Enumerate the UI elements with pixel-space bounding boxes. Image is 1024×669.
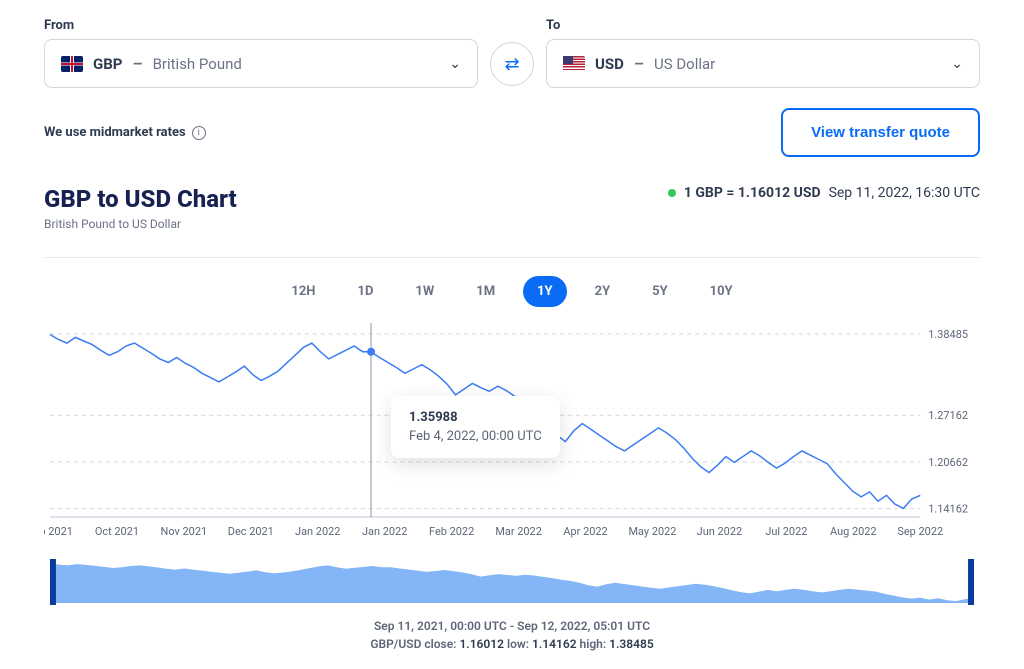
chevron-down-icon: ⌄ [449,56,461,72]
svg-text:Aug 2022: Aug 2022 [830,525,877,538]
navigator[interactable] [44,559,980,605]
to-currency-name: US Dollar [654,55,715,73]
svg-text:Jul 2022: Jul 2022 [765,525,807,538]
dash: – [132,54,142,73]
low-value: 1.14162 [532,637,577,651]
svg-text:1.14162: 1.14162 [928,503,968,516]
info-row: We use midmarket rates i View transfer q… [44,108,980,157]
divider [44,257,980,258]
to-currency-block: To USD – US Dollar ⌄ [546,18,980,88]
svg-text:1.38485: 1.38485 [928,328,968,341]
high-value: 1.38485 [609,637,654,651]
from-currency-code: GBP [93,55,122,73]
chart-subtitle: British Pound to US Dollar [44,217,237,231]
swap-icon: ⇄ [504,54,519,75]
live-dot-icon [668,189,676,197]
low-label: low: [507,637,529,651]
svg-text:Jun 2022: Jun 2022 [697,525,742,538]
svg-text:Oct 2021: Oct 2021 [95,525,139,538]
rate-lhs: 1 GBP [684,185,723,201]
rate-rhs: 1.16012 USD [738,185,821,201]
range-tab-1y[interactable]: 1Y [523,276,567,307]
svg-text:1.27162: 1.27162 [928,409,968,422]
to-currency-code: USD [595,55,624,73]
svg-text:Sep 2021: Sep 2021 [44,525,73,538]
midmarket-text: We use midmarket rates [44,125,186,140]
svg-text:Jan 2022: Jan 2022 [362,525,407,538]
range-tab-12h[interactable]: 12H [277,276,329,307]
svg-text:Sep 2022: Sep 2022 [897,525,943,538]
rate-op: = [726,185,734,201]
chevron-down-icon: ⌄ [951,56,963,72]
from-currency-block: From GBP – British Pound ⌄ [44,18,478,88]
svg-text:Dec 2021: Dec 2021 [228,525,274,538]
from-currency-select[interactable]: GBP – British Pound ⌄ [44,39,478,88]
footer-range: Sep 11, 2021, 00:00 UTC - Sep 12, 2022, … [44,619,980,633]
range-tab-5y[interactable]: 5Y [638,276,682,307]
range-tab-1w[interactable]: 1W [401,276,448,307]
svg-text:Jan 2022: Jan 2022 [295,525,340,538]
to-label: To [546,18,980,33]
range-tab-1d[interactable]: 1D [343,276,387,307]
close-label: close: [424,637,456,651]
range-tab-2y[interactable]: 2Y [581,276,625,307]
view-transfer-quote-button[interactable]: View transfer quote [781,108,980,157]
info-icon[interactable]: i [192,126,206,140]
chart-header: GBP to USD Chart British Pound to US Dol… [44,185,980,249]
swap-button[interactable]: ⇄ [490,42,534,86]
chart-title: GBP to USD Chart [44,185,237,213]
tooltip-datetime: Feb 4, 2022, 00:00 UTC [409,429,542,444]
range-tab-1m[interactable]: 1M [462,276,509,307]
svg-text:May 2022: May 2022 [629,525,677,538]
dash: – [634,54,644,73]
svg-text:1.20662: 1.20662 [928,456,968,469]
main-chart[interactable]: 1.38485 1.27162 1.20662 1.14162 Sep 2021 Oct … [44,319,980,539]
footer-stats: GBP/USD close: 1.16012 low: 1.14162 high… [44,637,980,651]
from-currency-name: British Pound [153,55,242,73]
svg-text:Feb 2022: Feb 2022 [429,525,474,538]
chart-tooltip: 1.35988 Feb 4, 2022, 00:00 UTC [391,396,560,458]
range-tabs: 12H 1D 1W 1M 1Y 2Y 5Y 10Y [44,276,980,307]
from-label: From [44,18,478,33]
close-value: 1.16012 [459,637,504,651]
svg-text:Mar 2022: Mar 2022 [495,525,542,538]
usd-flag-icon [563,56,585,72]
to-currency-select[interactable]: USD – US Dollar ⌄ [546,39,980,88]
currency-selector-row: From GBP – British Pound ⌄ ⇄ To USD – US… [44,18,980,88]
current-rate: 1 GBP = 1.16012 USD Sep 11, 2022, 16:30 … [668,185,980,201]
svg-text:Nov 2021: Nov 2021 [161,525,208,538]
gbp-flag-icon [61,56,83,72]
range-tab-10y[interactable]: 10Y [696,276,747,307]
high-label: high: [580,637,607,651]
rate-timestamp: Sep 11, 2022, 16:30 UTC [829,185,980,201]
svg-text:Apr 2022: Apr 2022 [563,525,607,538]
tooltip-value: 1.35988 [409,410,542,425]
midmarket-note: We use midmarket rates i [44,125,206,140]
navigator-svg [44,559,980,605]
